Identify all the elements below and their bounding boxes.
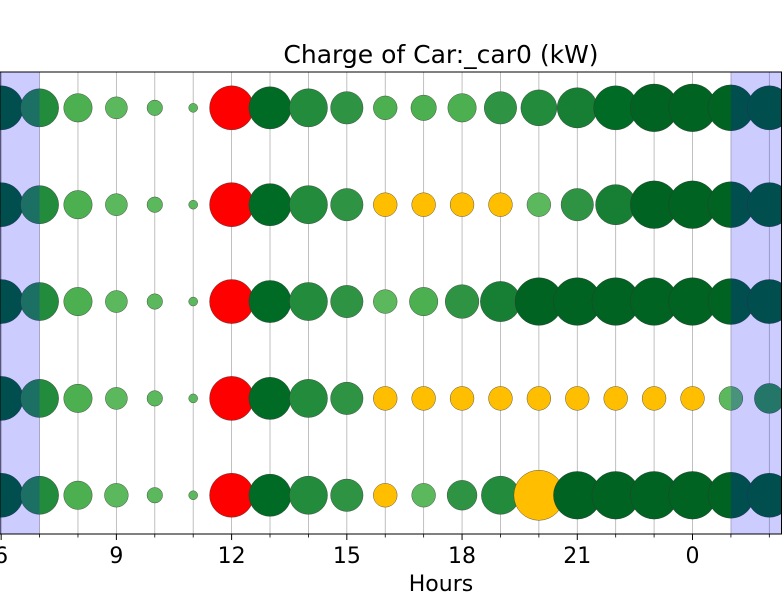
bubble	[20, 379, 59, 418]
bubble	[447, 93, 477, 123]
bubble	[146, 390, 163, 407]
bubble	[63, 383, 93, 413]
bubble	[209, 376, 254, 421]
bubble	[526, 192, 551, 217]
bubble	[330, 188, 364, 222]
bubble	[488, 192, 513, 217]
bubble	[289, 185, 328, 224]
bubble	[146, 487, 163, 504]
bubble	[188, 103, 198, 113]
shaded-span	[730, 72, 782, 534]
bubble	[188, 490, 198, 500]
bubble	[484, 91, 517, 125]
bubble	[680, 386, 705, 411]
bubble	[595, 184, 637, 226]
bubble	[188, 296, 198, 307]
bubble	[248, 473, 292, 517]
x-tick-label: 15	[333, 544, 361, 569]
shaded-spans	[0, 72, 782, 534]
bubble	[373, 289, 398, 314]
x-tick-label: 6	[0, 544, 8, 569]
bubble	[20, 282, 59, 321]
bubble	[63, 480, 93, 510]
bubble	[209, 279, 254, 324]
bubble	[248, 183, 292, 226]
bubble	[20, 475, 59, 515]
shaded-span	[0, 72, 40, 534]
x-axis-label: Hours	[409, 572, 473, 597]
bubble	[248, 280, 292, 323]
x-tick-label: 9	[109, 544, 123, 569]
x-tick-label: 12	[218, 544, 246, 569]
bubble	[480, 281, 521, 322]
x-axis: 6 9 12 15 18 21 0	[0, 534, 770, 569]
chart-title: Charge of Car:_car0 (kW)	[283, 40, 598, 69]
bubble	[105, 193, 128, 216]
bubble	[488, 386, 513, 411]
bubble	[105, 96, 128, 120]
bubble	[446, 480, 478, 511]
bubble	[63, 93, 93, 123]
bubble	[330, 91, 364, 125]
bubble	[105, 290, 128, 313]
bubble	[63, 190, 93, 220]
bubble	[209, 85, 254, 131]
bubble	[747, 182, 782, 227]
bubble	[289, 379, 328, 418]
bubble	[410, 94, 437, 121]
bubble	[146, 293, 163, 310]
bubble	[146, 99, 163, 116]
plot-area	[0, 83, 782, 521]
bubble	[330, 478, 364, 512]
bubble	[411, 483, 436, 508]
bubble	[248, 377, 292, 420]
bubble	[20, 88, 59, 128]
x-tick-label: 18	[448, 544, 476, 569]
bubble	[373, 386, 398, 411]
bubble	[520, 89, 558, 127]
bubble	[445, 284, 480, 319]
bubble	[409, 287, 439, 316]
bubble	[209, 473, 254, 518]
bubble	[373, 95, 398, 120]
bubble	[754, 383, 782, 414]
bubble	[248, 86, 292, 130]
bubble	[449, 192, 475, 217]
x-tick-label: 21	[563, 544, 591, 569]
bubble	[560, 188, 594, 222]
bubble	[146, 196, 163, 213]
bubble	[373, 192, 398, 217]
bubble	[747, 473, 782, 518]
bubble	[63, 287, 93, 316]
bubble	[526, 386, 551, 411]
bubble	[747, 279, 782, 324]
bubble	[289, 282, 328, 321]
bubble	[718, 386, 744, 411]
bubble	[188, 393, 198, 404]
x-tick-label: 0	[686, 544, 700, 569]
bubble	[449, 386, 475, 411]
bubble	[105, 387, 128, 410]
bubble	[104, 483, 129, 508]
bubble	[565, 386, 590, 411]
bubble	[330, 381, 364, 415]
bubble	[411, 386, 436, 411]
bubble	[188, 199, 198, 210]
bubble	[556, 87, 598, 129]
bubble	[747, 85, 782, 131]
bubble	[330, 285, 364, 318]
bubble	[641, 386, 667, 411]
bubble	[603, 386, 628, 411]
bubble	[209, 182, 254, 227]
bubble	[289, 88, 328, 128]
bubble	[411, 192, 436, 217]
bubble	[20, 185, 59, 224]
bubble	[373, 483, 398, 508]
bubble	[289, 475, 328, 515]
